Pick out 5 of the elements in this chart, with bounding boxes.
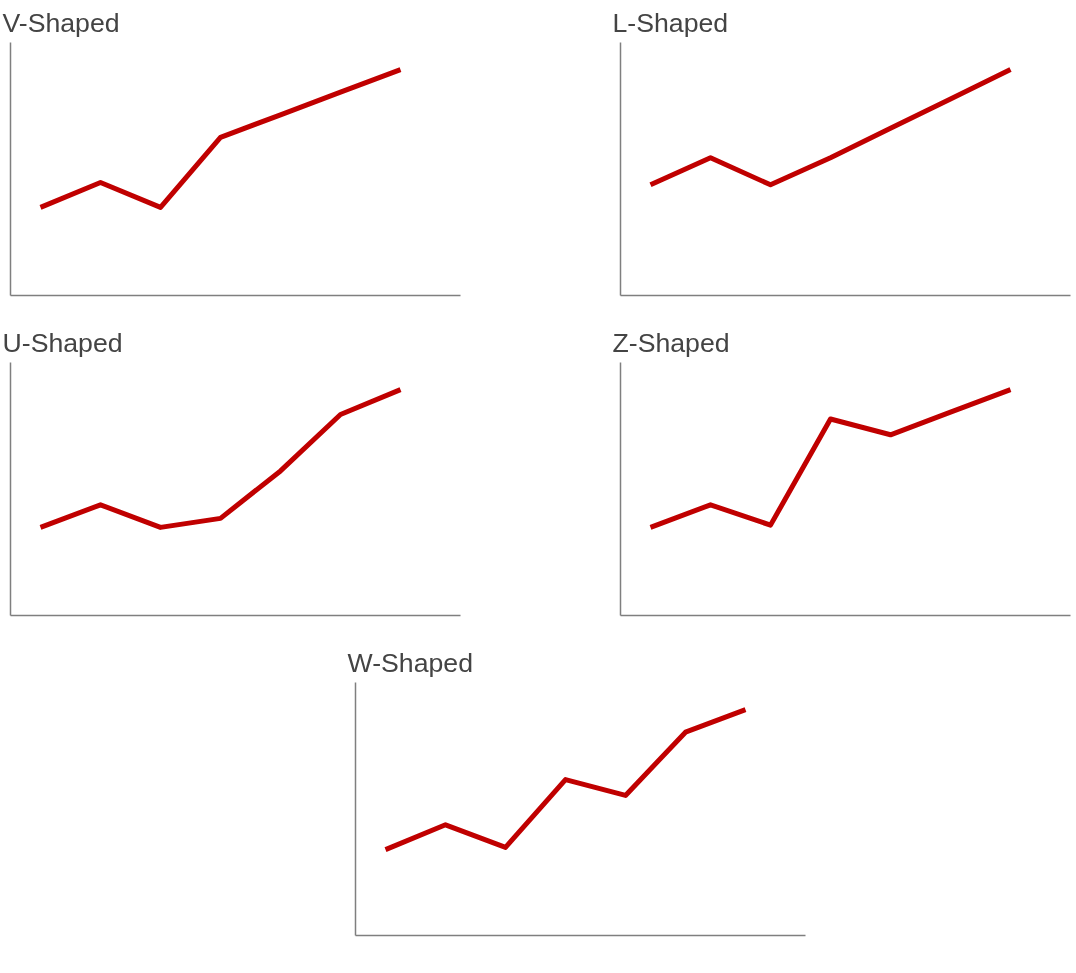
chart-title: Z-Shaped <box>612 327 730 358</box>
chart-title: U-Shaped <box>2 327 123 358</box>
chart-title: L-Shaped <box>612 7 729 38</box>
chart-title: V-Shaped <box>2 7 120 38</box>
chart-title: W-Shaped <box>347 647 473 678</box>
